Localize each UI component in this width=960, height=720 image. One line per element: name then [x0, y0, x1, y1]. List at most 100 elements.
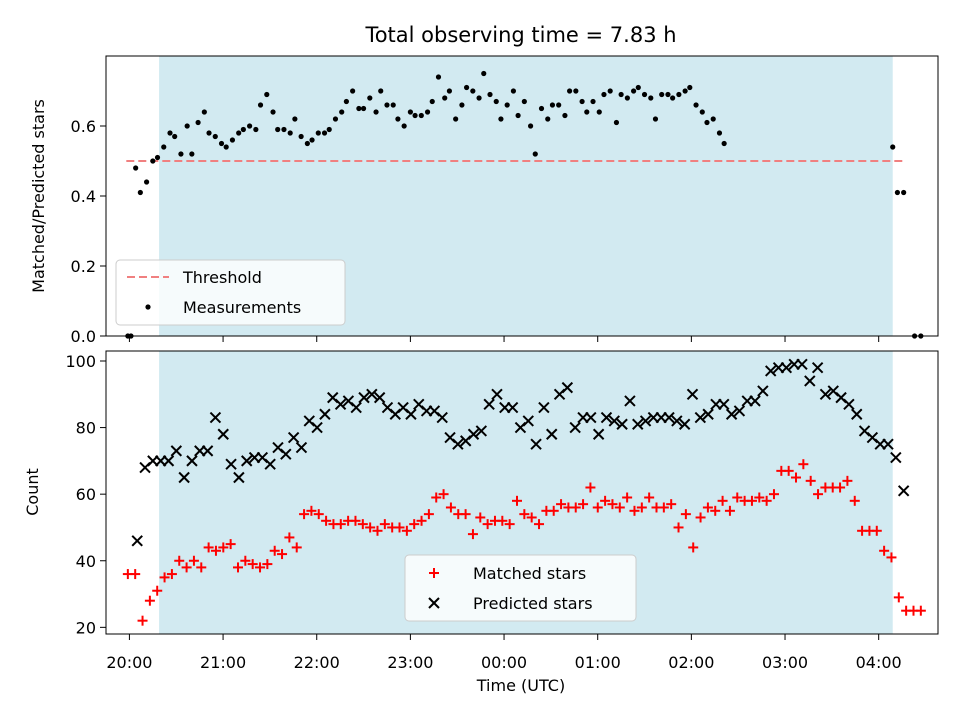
predicted-marker-b: [506, 401, 519, 414]
measurement-point: [161, 144, 167, 150]
predicted-marker-b: [397, 401, 409, 414]
predicted-marker-b: [882, 438, 894, 450]
matched-star-point: [306, 505, 317, 516]
measurement-point: [648, 95, 654, 101]
predicted-marker-b: [491, 388, 503, 400]
measurement-point: [687, 84, 693, 91]
predicted-marker-b: [632, 418, 644, 430]
count-y-axis-label: Count: [23, 468, 42, 516]
measurement-point: [579, 98, 585, 105]
measurement-point: [493, 98, 499, 105]
predicted-marker-b: [608, 415, 620, 427]
measurement-point: [699, 109, 705, 115]
predicted-star-point: [350, 401, 362, 414]
x-tick-label: 21:00: [200, 653, 246, 672]
matched-star-point: [732, 492, 743, 503]
predicted-star-point: [287, 431, 300, 444]
predicted-star-point: [452, 438, 464, 450]
predicted-star-point: [311, 421, 323, 434]
measurement-point: [257, 102, 264, 108]
measurement-point: [195, 119, 201, 126]
matched-star-point: [350, 515, 361, 526]
matched-star-point: [255, 562, 266, 573]
measurement-point: [894, 189, 901, 196]
measurement-point: [172, 133, 178, 140]
count-y-tick-label: 60: [76, 485, 96, 504]
predicted-star-point: [600, 411, 613, 424]
predicted-star-point: [358, 391, 370, 404]
ratio-legend: Threshold Measurements: [115, 259, 346, 326]
predicted-star-point: [671, 415, 683, 427]
matched-star-point: [710, 505, 721, 516]
matched-star-point: [203, 542, 214, 553]
measurement-point: [304, 140, 310, 147]
predicted-marker-b: [467, 428, 480, 440]
predicted-marker-b: [170, 445, 183, 457]
predicted-marker-b: [256, 451, 269, 464]
measurement-point: [367, 95, 373, 101]
measurement-point: [890, 144, 896, 150]
predicted-marker-b: [585, 411, 597, 424]
matched-star-point: [519, 509, 530, 520]
matched-star-point: [269, 545, 280, 556]
count-legend-box: [404, 554, 637, 622]
measurement-point: [618, 91, 624, 98]
measurement-point: [459, 102, 465, 108]
ratio-legend-box: [115, 259, 346, 326]
measurement-point: [332, 116, 339, 122]
predicted-marker-b: [373, 391, 386, 404]
matched-star-point: [210, 545, 221, 556]
count-axes-frame: [105, 350, 939, 635]
predicted-marker-b: [600, 411, 613, 424]
measurement-point: [350, 88, 356, 94]
measurement-point: [412, 112, 418, 119]
matched-star-point: [445, 502, 456, 513]
predicted-marker-b: [522, 415, 534, 427]
matched-star-point: [849, 495, 860, 506]
predicted-star-point: [295, 441, 308, 454]
predicted-star-point: [694, 411, 707, 424]
measurement-point: [240, 126, 246, 133]
matched-star-point: [379, 519, 390, 530]
measurement-point: [567, 88, 573, 94]
predicted-star-point: [530, 438, 542, 450]
measurement-point: [442, 95, 448, 101]
predicted-star-point: [467, 428, 480, 440]
predicted-marker-b: [725, 408, 738, 420]
predicted-marker-b: [381, 401, 394, 414]
predicted-marker-b: [811, 361, 824, 374]
predicted-star-point: [217, 428, 229, 440]
measurement-point: [298, 133, 304, 140]
matched-star-point: [893, 592, 904, 603]
measurement-point: [682, 88, 688, 94]
predicted-marker-b: [827, 385, 839, 397]
predicted-marker-b: [334, 398, 347, 410]
matched-star-point: [835, 482, 846, 493]
predicted-marker-b: [796, 358, 808, 371]
count-legend: Matched stars Predicted stars: [404, 554, 637, 622]
predicted-marker-b: [350, 401, 362, 414]
predicted-star-point: [624, 395, 636, 407]
predicted-marker-b: [303, 415, 315, 427]
measurement-point: [538, 105, 545, 112]
predicted-marker-b: [327, 391, 339, 404]
measurement-point: [901, 189, 907, 196]
measurement-point: [487, 91, 493, 98]
measurement-point: [247, 123, 253, 129]
count-y-tick-label: 80: [76, 419, 96, 438]
predicted-marker-b: [287, 431, 300, 444]
predicted-marker-b: [209, 411, 222, 424]
matched-star-point: [548, 505, 559, 516]
count-y-tick-label: 20: [76, 618, 96, 637]
matched-star-point: [475, 512, 486, 523]
predicted-marker-b: [835, 391, 847, 404]
matched-star-point: [813, 489, 824, 500]
measurement-point: [395, 116, 401, 122]
matched-star-point: [673, 522, 684, 533]
matched-legend-label: Matched stars: [473, 564, 586, 583]
matched-star-point: [886, 552, 897, 563]
measurement-point: [189, 151, 195, 157]
matched-star-point: [526, 512, 537, 523]
predicted-marker-b: [428, 405, 441, 417]
matched-star-point: [666, 499, 677, 510]
